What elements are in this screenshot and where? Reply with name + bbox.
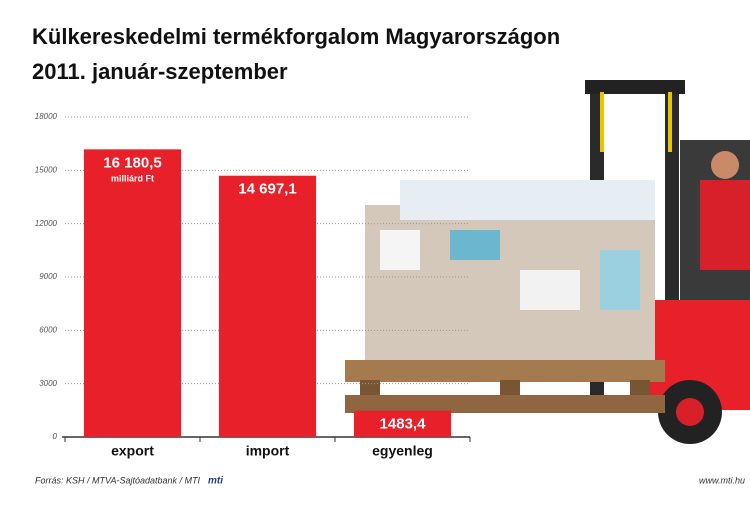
chart-title: Külkereskedelmi termékforgalom Magyarors… [32, 24, 560, 49]
logo: mti [208, 476, 223, 487]
y-tick-label: 9000 [39, 272, 57, 281]
value-label: 14 697,1 [238, 181, 296, 198]
y-tick-label: 12000 [35, 219, 58, 228]
x-tick-label: egyenleg [372, 443, 433, 459]
value-label: 1483,4 [380, 416, 427, 433]
source: Forrás: KSH / MTVA-Sajtóadatbank / MTI [35, 475, 201, 485]
forklift-illustration [345, 80, 750, 444]
chart-subtitle: 2011. január-szeptember [32, 59, 288, 84]
x-tick-label: import [246, 443, 290, 459]
y-tick-label: 18000 [35, 112, 58, 121]
url: www.mti.hu [699, 475, 745, 485]
bar [218, 175, 317, 438]
y-tick-label: 3000 [39, 379, 57, 388]
y-tick-label: 15000 [35, 165, 58, 174]
y-tick-label: 0 [53, 432, 58, 441]
bar [83, 149, 182, 437]
x-tick-label: export [111, 443, 154, 459]
y-tick-label: 6000 [39, 325, 57, 334]
bar [353, 410, 452, 437]
value-label: 16 180,5 [103, 154, 161, 171]
unit-label: milliárd Ft [111, 174, 154, 184]
